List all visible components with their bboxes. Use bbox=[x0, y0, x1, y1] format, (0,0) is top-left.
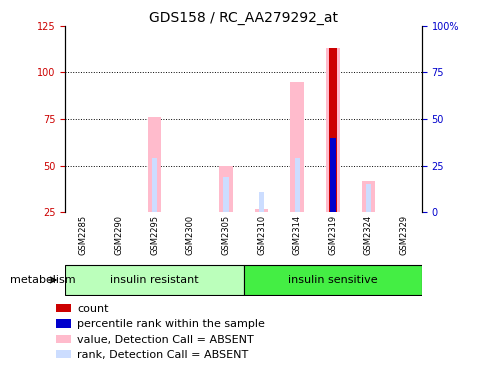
Bar bbox=[254, 209, 268, 212]
Text: metabolism: metabolism bbox=[10, 275, 75, 285]
Text: GSM2305: GSM2305 bbox=[221, 215, 230, 255]
Text: GSM2324: GSM2324 bbox=[363, 215, 372, 255]
Text: percentile rank within the sample: percentile rank within the sample bbox=[77, 319, 265, 329]
Bar bbox=[330, 138, 335, 212]
Text: GSM2290: GSM2290 bbox=[114, 215, 123, 255]
Bar bbox=[219, 165, 232, 212]
Text: GSM2310: GSM2310 bbox=[257, 215, 266, 255]
Text: GSM2300: GSM2300 bbox=[185, 215, 195, 255]
Text: insulin sensitive: insulin sensitive bbox=[287, 275, 377, 285]
Bar bbox=[223, 177, 228, 212]
Bar bbox=[361, 180, 375, 212]
Bar bbox=[243, 265, 421, 295]
Bar bbox=[56, 320, 71, 328]
Text: GSM2319: GSM2319 bbox=[328, 215, 337, 255]
Bar bbox=[325, 48, 339, 212]
Bar bbox=[65, 265, 243, 295]
Bar bbox=[290, 82, 303, 212]
Text: rank, Detection Call = ABSENT: rank, Detection Call = ABSENT bbox=[77, 350, 248, 360]
Bar bbox=[330, 138, 335, 212]
Bar bbox=[258, 192, 264, 212]
Text: GSM2314: GSM2314 bbox=[292, 215, 301, 255]
Text: GSM2329: GSM2329 bbox=[399, 215, 408, 255]
Text: count: count bbox=[77, 304, 108, 314]
Text: insulin resistant: insulin resistant bbox=[110, 275, 198, 285]
Bar bbox=[365, 184, 370, 212]
Bar bbox=[329, 48, 336, 212]
Bar bbox=[56, 335, 71, 343]
Bar bbox=[151, 158, 157, 212]
Title: GDS158 / RC_AA279292_at: GDS158 / RC_AA279292_at bbox=[149, 11, 337, 25]
Bar bbox=[56, 304, 71, 313]
Text: GSM2295: GSM2295 bbox=[150, 215, 159, 255]
Text: GSM2285: GSM2285 bbox=[78, 215, 88, 255]
Bar bbox=[294, 158, 299, 212]
Text: value, Detection Call = ABSENT: value, Detection Call = ABSENT bbox=[77, 335, 254, 344]
Bar bbox=[148, 117, 161, 212]
Bar bbox=[56, 350, 71, 358]
